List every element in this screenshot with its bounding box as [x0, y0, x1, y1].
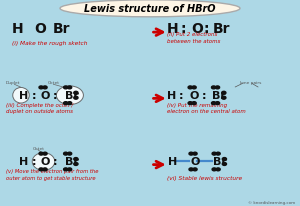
Circle shape: [43, 152, 47, 155]
Circle shape: [74, 92, 78, 95]
Text: Br: Br: [213, 22, 230, 36]
Circle shape: [43, 87, 47, 89]
Text: O: O: [34, 22, 46, 36]
Text: lone pairs: lone pairs: [240, 81, 261, 84]
Circle shape: [192, 102, 196, 105]
Circle shape: [74, 163, 78, 166]
Circle shape: [39, 87, 43, 89]
Text: :: :: [203, 22, 208, 36]
Text: © knordislearning.com: © knordislearning.com: [248, 200, 296, 204]
Text: :: :: [32, 157, 36, 167]
Circle shape: [74, 97, 78, 100]
Text: O: O: [40, 157, 50, 167]
Text: :: :: [32, 91, 36, 101]
Circle shape: [188, 87, 192, 89]
Text: O: O: [190, 157, 200, 167]
Circle shape: [212, 168, 216, 171]
Circle shape: [193, 168, 197, 171]
Text: Br: Br: [212, 91, 226, 101]
Circle shape: [189, 168, 193, 171]
Text: H: H: [168, 157, 177, 167]
Circle shape: [215, 87, 220, 89]
Circle shape: [64, 152, 68, 155]
Circle shape: [74, 158, 78, 161]
Circle shape: [64, 168, 68, 171]
Circle shape: [212, 152, 216, 155]
Circle shape: [39, 168, 43, 171]
Ellipse shape: [32, 153, 55, 171]
Text: O: O: [190, 91, 199, 101]
Circle shape: [68, 168, 72, 171]
Circle shape: [39, 152, 43, 155]
Text: Br: Br: [52, 22, 70, 36]
Circle shape: [192, 87, 196, 89]
Text: :: :: [180, 22, 186, 36]
Circle shape: [212, 102, 216, 105]
Text: :: :: [202, 91, 206, 101]
Text: :: :: [178, 91, 183, 101]
Text: :: :: [52, 157, 57, 167]
Circle shape: [212, 87, 216, 89]
Text: O: O: [40, 91, 50, 101]
Circle shape: [43, 168, 47, 171]
Ellipse shape: [56, 87, 83, 105]
Text: Br: Br: [213, 157, 227, 167]
Circle shape: [216, 152, 220, 155]
Circle shape: [216, 168, 220, 171]
Circle shape: [68, 152, 72, 155]
Circle shape: [215, 102, 220, 105]
Text: (vi) Stable lewis structure: (vi) Stable lewis structure: [167, 175, 242, 180]
Ellipse shape: [60, 1, 240, 18]
Text: Lewis structure of HBrO: Lewis structure of HBrO: [84, 4, 216, 14]
Text: Duplet: Duplet: [6, 81, 20, 85]
Circle shape: [68, 87, 72, 89]
Text: H: H: [167, 91, 176, 101]
Circle shape: [222, 163, 227, 166]
Circle shape: [222, 92, 226, 95]
Text: H: H: [20, 157, 29, 167]
Text: H: H: [167, 22, 178, 36]
Text: (v) Move the electron pair from the
outer atom to get stable structure: (v) Move the electron pair from the oute…: [6, 168, 98, 180]
Circle shape: [222, 158, 227, 161]
Text: (iv) Put the remaining
electron on the central atom: (iv) Put the remaining electron on the c…: [167, 102, 245, 114]
Text: Octet: Octet: [48, 81, 60, 85]
Text: (iii) Complete the octet /
duplet on outside atoms: (iii) Complete the octet / duplet on out…: [6, 102, 73, 114]
Text: H: H: [12, 22, 24, 36]
Text: O: O: [191, 22, 203, 36]
Circle shape: [64, 87, 68, 89]
Circle shape: [188, 102, 192, 105]
Circle shape: [189, 152, 193, 155]
Circle shape: [64, 102, 68, 105]
Text: (ii) Put 2 electrons
between the atoms: (ii) Put 2 electrons between the atoms: [167, 32, 220, 44]
Text: H: H: [20, 91, 29, 101]
Text: :: :: [52, 91, 57, 101]
Circle shape: [222, 97, 226, 100]
Text: Br: Br: [64, 91, 78, 101]
Circle shape: [68, 102, 72, 105]
Text: Br: Br: [64, 157, 78, 167]
Circle shape: [193, 152, 197, 155]
Text: Octet: Octet: [32, 146, 44, 150]
Ellipse shape: [13, 88, 29, 103]
Text: (i) Make the rough sketch: (i) Make the rough sketch: [12, 40, 88, 45]
